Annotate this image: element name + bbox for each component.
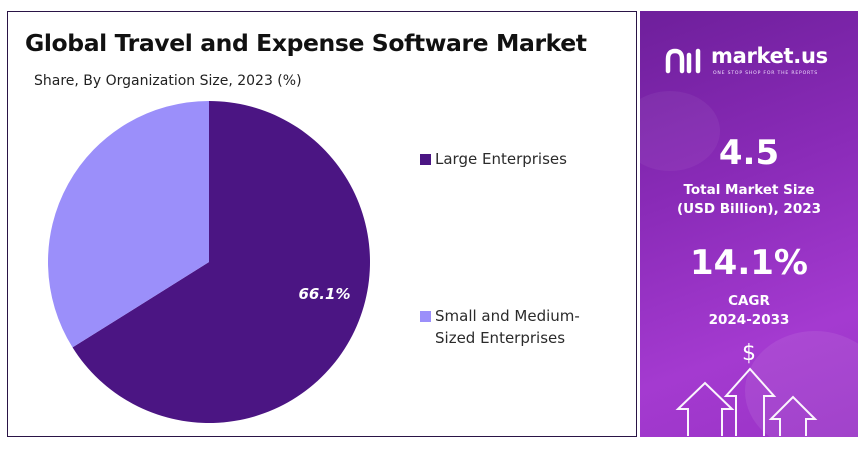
chart-subtitle: Share, By Organization Size, 2023 (%) [34, 73, 302, 89]
stats-panel: market.us ONE STOP SHOP FOR THE REPORTS … [640, 11, 858, 437]
legend-label: Large Enterprises [435, 150, 567, 168]
legend-label-line2: Sized Enterprises [435, 329, 566, 347]
dollar-icon: $ [742, 341, 756, 366]
legend-item-large-enterprises: Large Enterprises [420, 148, 605, 170]
market-us-logo-icon [665, 48, 701, 74]
chart-panel: Global Travel and Expense Software Marke… [7, 11, 637, 437]
market-us-logo: market.us ONE STOP SHOP FOR THE REPORTS [665, 44, 845, 84]
market-size-label-line1: Total Market Size [683, 182, 815, 198]
background-decoration [640, 91, 858, 437]
up-arrow-icon [675, 381, 735, 436]
cagr-value: 14.1% [690, 243, 808, 283]
legend-label: Small and Medium- [435, 307, 580, 325]
pie-data-label: 66.1% [298, 285, 350, 303]
up-arrow-icon [768, 395, 818, 436]
logo-tagline: ONE STOP SHOP FOR THE REPORTS [713, 71, 818, 76]
up-arrow-icon [723, 367, 777, 436]
market-size-value: 4.5 [718, 133, 780, 173]
logo-text: market.us [711, 44, 828, 68]
legend-swatch [420, 154, 431, 165]
pie-slice-1 [47, 101, 209, 348]
chart-title: Global Travel and Expense Software Marke… [25, 29, 587, 57]
legend-item-small-medium-enterprises: Small and Medium- Sized Enterprises [420, 305, 605, 349]
pie-slice-0 [72, 101, 370, 423]
cagr-label-line1: CAGR [728, 293, 770, 309]
legend-swatch [420, 311, 431, 322]
cagr-label-line2: 2024-2033 [708, 312, 790, 328]
market-size-label-line2: (USD Billion), 2023 [676, 201, 822, 217]
pie-chart: 66.1% [47, 101, 370, 423]
